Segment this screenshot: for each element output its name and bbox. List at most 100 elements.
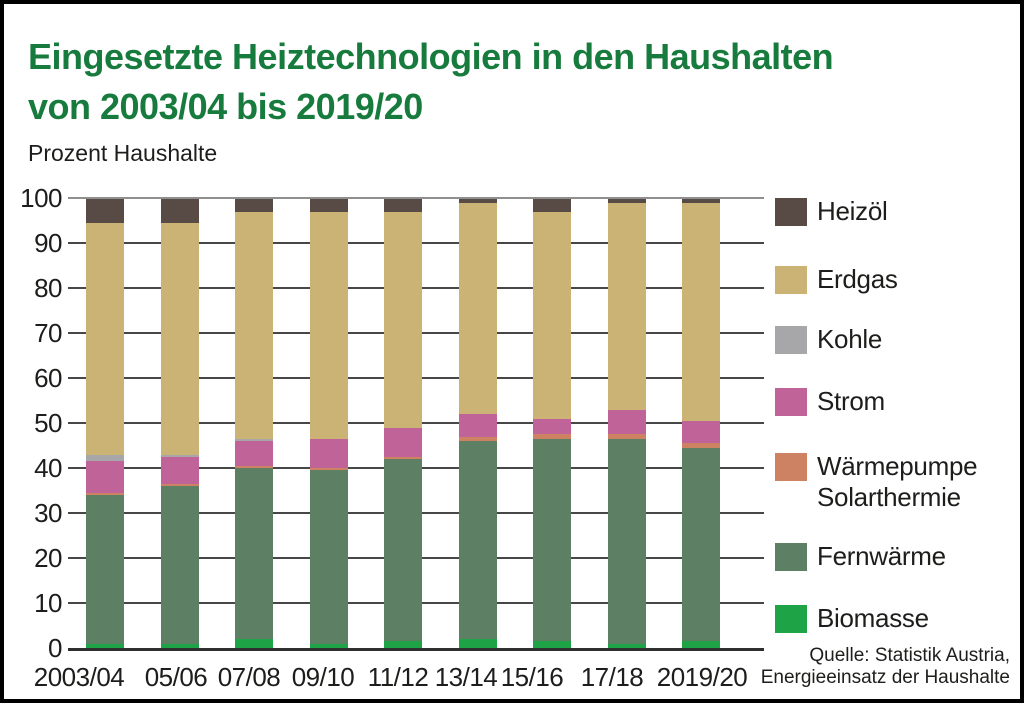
- chart-title: Eingesetzte Heiztechnologien in den Haus…: [28, 32, 834, 132]
- bar-segment: [458, 414, 497, 437]
- bar-segment: [309, 438, 348, 468]
- legend-swatch-fernwärme: [775, 543, 807, 571]
- bar-segment: [384, 456, 422, 459]
- bar-segment: [384, 641, 422, 648]
- x-tick-label: 11/12: [367, 662, 429, 692]
- bar-segment: [682, 443, 720, 448]
- x-tick-label: 2003/04: [33, 662, 125, 692]
- y-tick-label-70: 70: [34, 318, 62, 348]
- bar-segment: [533, 641, 571, 648]
- bar-segment: [309, 198, 348, 212]
- legend-label: Fernwärme: [817, 541, 946, 571]
- bar-segment: [86, 461, 124, 493]
- bar-segment: [607, 643, 646, 648]
- legend-swatch-heizöl: [775, 198, 807, 226]
- x-tick-label: 09/10: [291, 662, 355, 692]
- bar-segment: [235, 438, 273, 441]
- bar-segment: [607, 198, 646, 203]
- y-tick-label-100: 100: [20, 183, 62, 213]
- bar-segment: [458, 441, 497, 639]
- y-tick-label-50: 50: [34, 408, 62, 438]
- y-tick-label-80: 80: [34, 273, 62, 303]
- bar-segment: [384, 198, 422, 212]
- bar-segment: [682, 641, 720, 648]
- bar-segment: [235, 639, 273, 648]
- y-tick-label-30: 30: [34, 498, 62, 528]
- x-tick-label: 13/14: [434, 662, 498, 692]
- bar-segment: [458, 436, 497, 441]
- bar-segment: [160, 483, 199, 486]
- x-tick-label: 07/08: [217, 662, 281, 692]
- source-note: Quelle: Statistik Austria, Energieeinsat…: [761, 645, 1010, 689]
- bar-segment: [86, 492, 124, 495]
- bar-segment: [309, 211, 348, 439]
- x-tick-label: 2019/20: [656, 662, 748, 692]
- legend-swatch-strom: [775, 388, 807, 416]
- bar-segment: [160, 454, 199, 457]
- bar-segment: [86, 198, 124, 223]
- legend-label: Kohle: [817, 324, 882, 354]
- y-tick-label-90: 90: [34, 228, 62, 258]
- bar-segment: [384, 211, 422, 428]
- y-axis-unit-label: Prozent Haushalte: [28, 140, 218, 166]
- bar-segment: [533, 211, 571, 419]
- legend-swatch-kohle: [775, 326, 807, 354]
- bar-segment: [682, 198, 720, 203]
- bar-segment: [235, 198, 273, 212]
- x-axis-line: [68, 648, 764, 651]
- source-line1: Quelle: Statistik Austria,: [809, 645, 1010, 666]
- legend-label: Erdgas: [817, 264, 898, 294]
- chart-title-line1: Eingesetzte Heiztechnologien in den Haus…: [28, 36, 834, 77]
- bar-segment: [682, 420, 720, 444]
- bar-segment: [86, 643, 124, 648]
- bar-segment: [235, 465, 273, 468]
- bar-segment: [458, 639, 497, 648]
- bar-segment: [309, 470, 348, 644]
- bar-segment: [458, 198, 497, 203]
- bar-segment: [607, 202, 646, 410]
- bar-segment: [682, 202, 720, 421]
- bar-segment: [458, 202, 497, 414]
- bar-segment: [86, 454, 124, 462]
- bar-segment: [384, 427, 422, 457]
- bar-segment: [533, 438, 571, 642]
- bar-segment: [309, 643, 348, 648]
- chart-title-line2: von 2003/04 bis 2019/20: [28, 86, 423, 127]
- bar-segment: [682, 447, 720, 642]
- bar-segment: [160, 486, 199, 644]
- y-tick-label-10: 10: [34, 588, 62, 618]
- legend-label: Strom: [817, 386, 885, 416]
- bar-segment: [160, 456, 199, 484]
- bar-segment: [235, 211, 273, 439]
- bar-segment: [607, 438, 646, 644]
- y-tick-label-20: 20: [34, 543, 62, 573]
- legend-swatch-wärmepumpe: [775, 453, 807, 481]
- bar-segment: [533, 418, 571, 435]
- x-tick-label: 17/18: [580, 662, 644, 692]
- bar-segment: [533, 198, 571, 212]
- bar-segment: [384, 459, 422, 642]
- y-tick-label-0: 0: [48, 633, 62, 663]
- bar-segment: [235, 468, 273, 639]
- bar-segment: [235, 441, 273, 466]
- bar-segment: [86, 222, 124, 455]
- bar-segment: [86, 495, 124, 644]
- y-tick-label-60: 60: [34, 363, 62, 393]
- bar-segment: [160, 643, 199, 648]
- y-tick-label-40: 40: [34, 453, 62, 483]
- legend-label: Wärmepumpe Solarthermie: [817, 451, 978, 512]
- x-tick-label: 15/16: [500, 662, 564, 692]
- legend-swatch-erdgas: [775, 266, 807, 294]
- bar-segment: [533, 434, 571, 439]
- bar-segment: [160, 198, 199, 223]
- bar-segment: [607, 434, 646, 439]
- bar-segment: [607, 409, 646, 435]
- gridline-100: [68, 197, 764, 199]
- bar-segment: [160, 222, 199, 455]
- legend-label: Biomasse: [817, 603, 929, 633]
- bar-segment: [309, 468, 348, 471]
- legend-label: Heizöl: [817, 196, 888, 226]
- x-tick-label: 05/06: [144, 662, 208, 692]
- legend-swatch-biomasse: [775, 605, 807, 633]
